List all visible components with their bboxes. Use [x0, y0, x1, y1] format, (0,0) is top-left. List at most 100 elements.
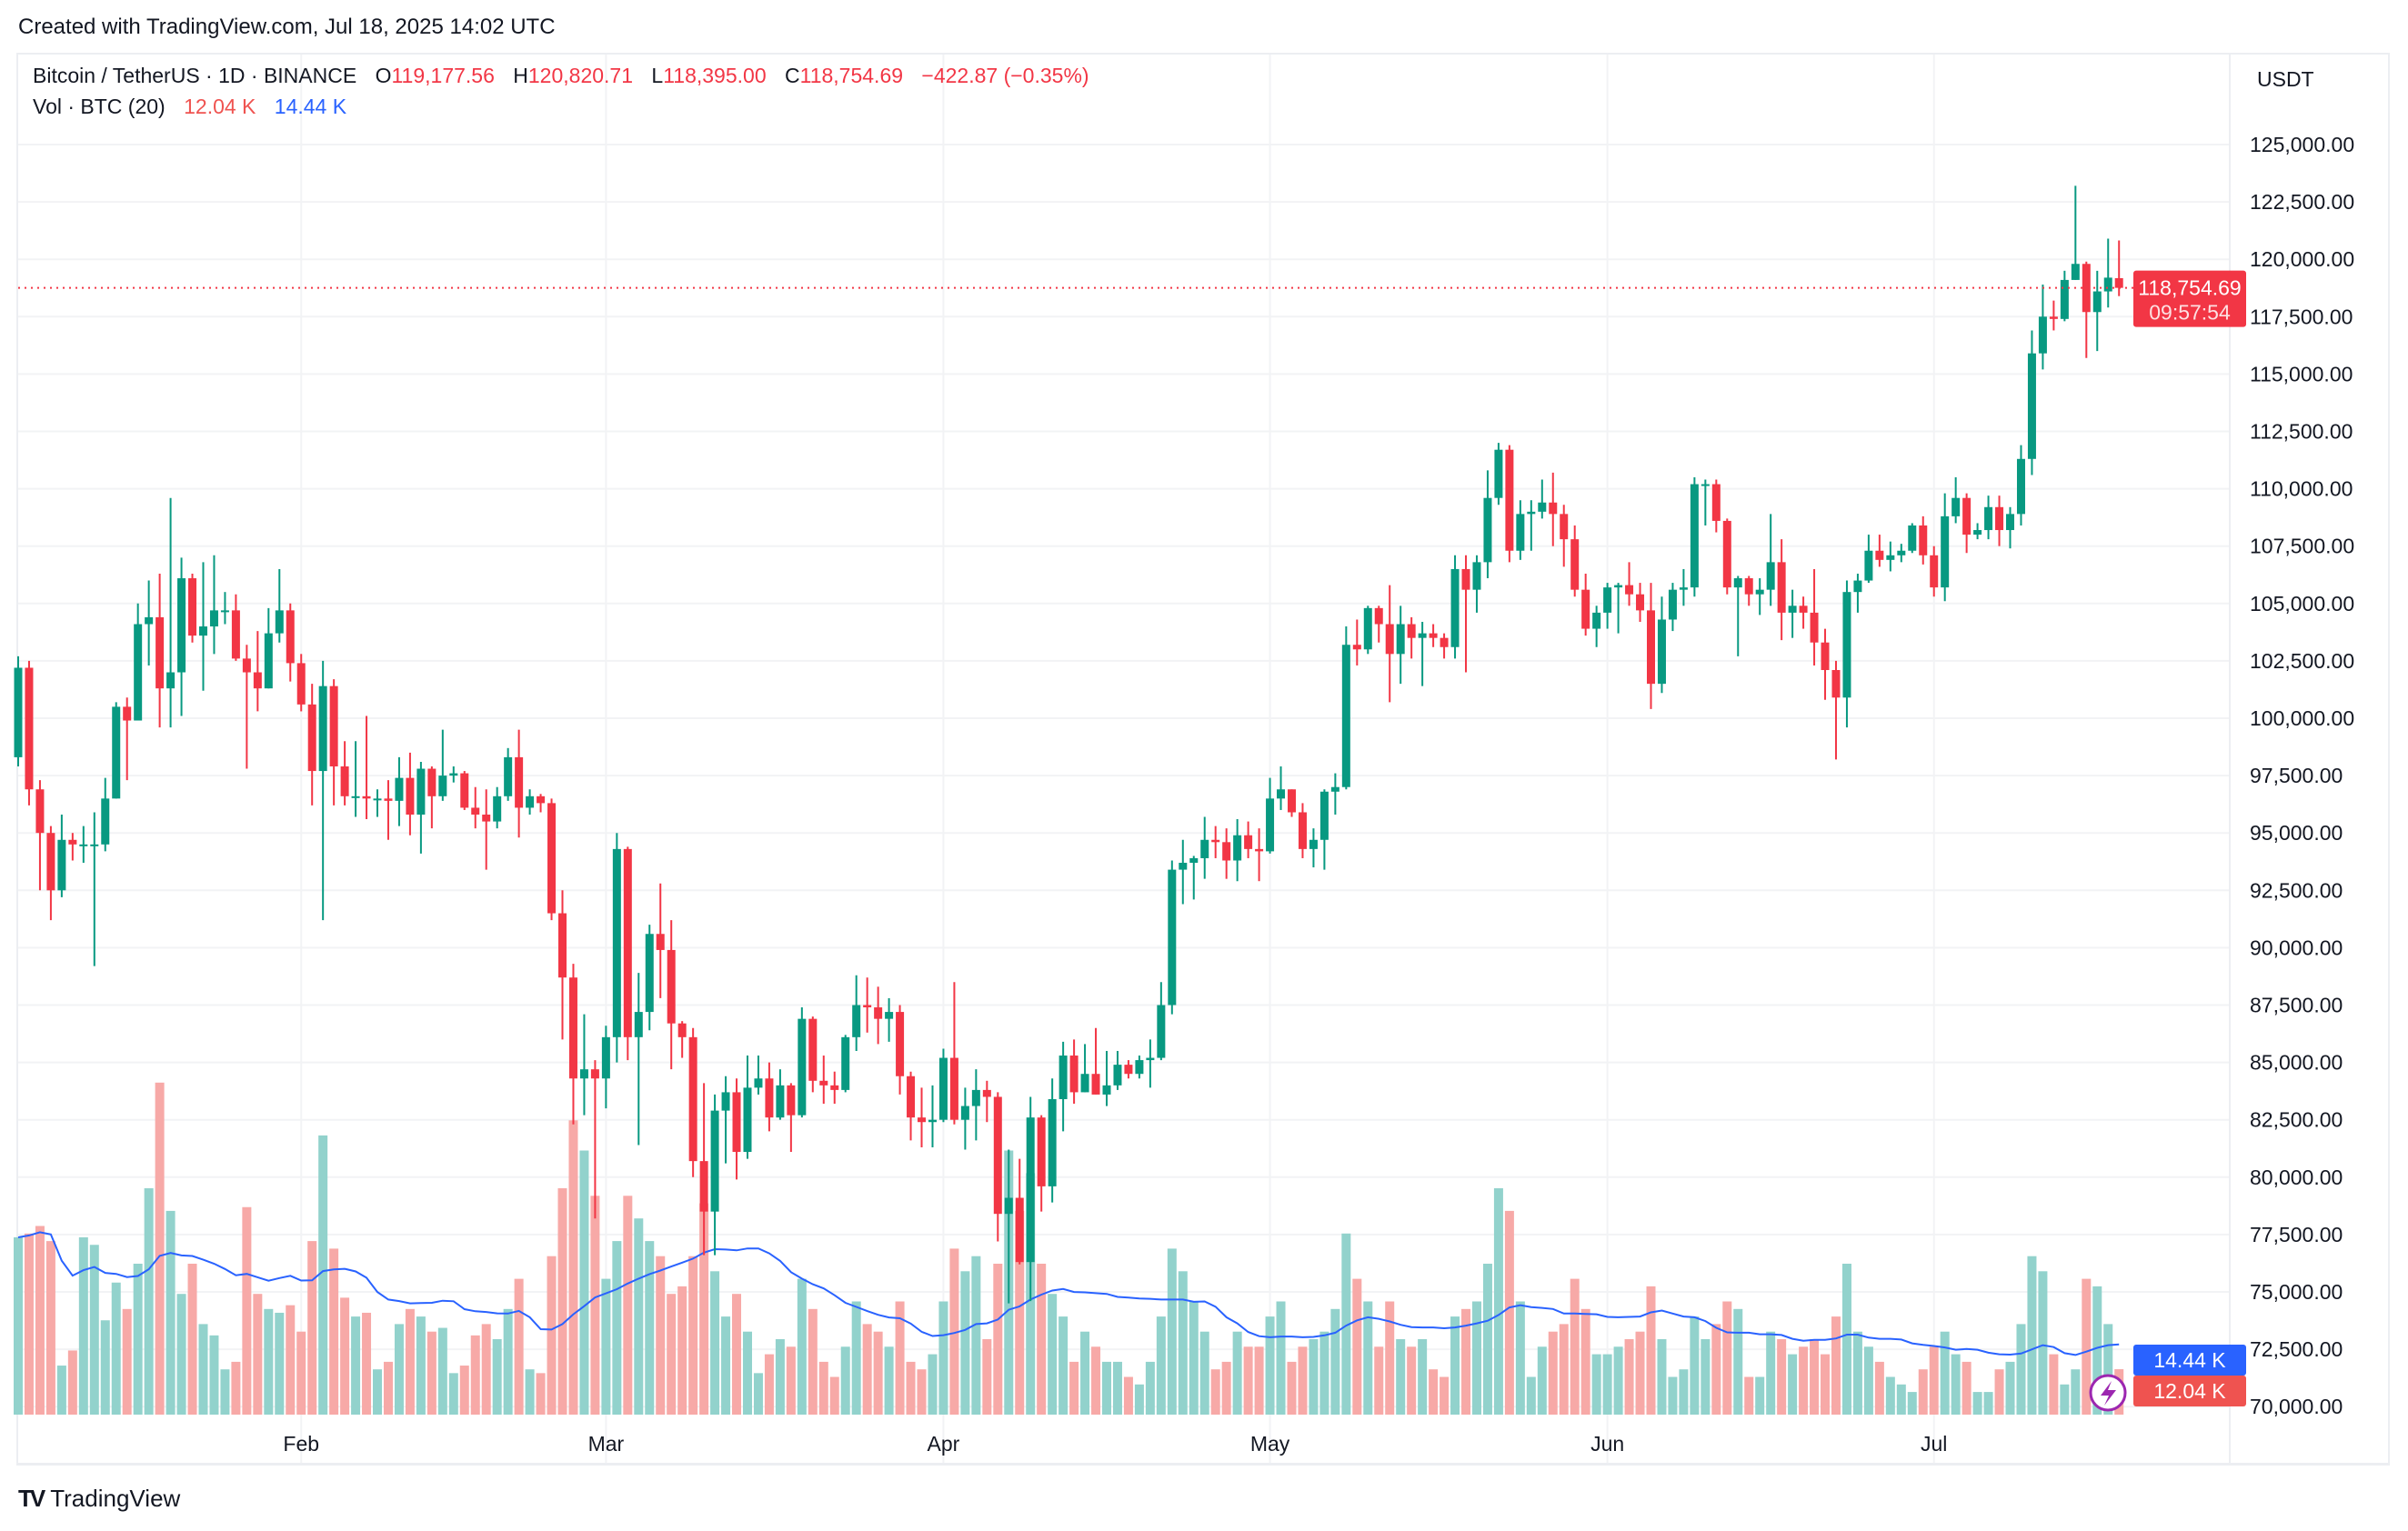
candle-body[interactable] — [819, 1080, 828, 1086]
candle-body[interactable] — [1733, 578, 1742, 588]
candle-body[interactable] — [2114, 277, 2123, 288]
candle-body[interactable] — [1157, 1005, 1166, 1058]
candle-body[interactable] — [852, 1005, 861, 1037]
candle-body[interactable] — [896, 1012, 905, 1076]
candle-body[interactable] — [1516, 514, 1525, 551]
candle-body[interactable] — [1091, 1074, 1100, 1095]
candle-body[interactable] — [406, 777, 415, 816]
candle-body[interactable] — [1244, 835, 1253, 849]
candle-body[interactable] — [928, 1119, 937, 1123]
candle-body[interactable] — [1657, 619, 1666, 685]
candle-body[interactable] — [112, 706, 121, 799]
candle-body[interactable] — [1711, 484, 1721, 521]
candle-body[interactable] — [1614, 585, 1623, 588]
candle-body[interactable] — [1647, 610, 1655, 685]
candle-body[interactable] — [667, 949, 676, 1024]
candle-body[interactable] — [1570, 539, 1580, 590]
candle-body[interactable] — [2092, 291, 2102, 313]
candle-body[interactable] — [2027, 353, 2036, 459]
candle-body[interactable] — [634, 1012, 643, 1037]
candle-body[interactable] — [863, 1005, 872, 1008]
candle-body[interactable] — [808, 1018, 818, 1081]
candle-body[interactable] — [885, 1012, 894, 1019]
candle-body[interactable] — [1973, 530, 1982, 535]
candle-body[interactable] — [1853, 580, 1862, 593]
candle-body[interactable] — [220, 610, 229, 613]
candle-body[interactable] — [384, 798, 393, 801]
candle-body[interactable] — [623, 848, 632, 1037]
candle-body[interactable] — [1319, 791, 1329, 840]
candle-body[interactable] — [340, 766, 349, 796]
candle-body[interactable] — [1636, 594, 1645, 611]
candle-body[interactable] — [1277, 789, 1286, 799]
candle-body[interactable] — [547, 803, 557, 914]
candle-body[interactable] — [1951, 497, 1961, 516]
candle-body[interactable] — [515, 756, 524, 808]
candle-body[interactable] — [264, 633, 273, 689]
candle-body[interactable] — [1494, 449, 1503, 498]
candle-body[interactable] — [123, 706, 132, 721]
candle-body[interactable] — [2103, 277, 2112, 292]
candle-body[interactable] — [798, 1018, 807, 1116]
candle-body[interactable] — [35, 789, 45, 834]
candle-body[interactable] — [776, 1085, 785, 1118]
candle-body[interactable] — [787, 1085, 796, 1116]
candle-body[interactable] — [601, 1036, 610, 1079]
candle-body[interactable] — [504, 756, 513, 796]
candle-body[interactable] — [68, 839, 77, 845]
candle-body[interactable] — [395, 777, 404, 801]
candle-body[interactable] — [721, 1092, 730, 1111]
candle-body[interactable] — [1026, 1117, 1035, 1263]
candle-body[interactable] — [79, 844, 88, 846]
candle-body[interactable] — [1385, 624, 1394, 655]
candle-body[interactable] — [960, 1106, 969, 1120]
candle-body[interactable] — [1679, 587, 1688, 590]
candle-body[interactable] — [373, 798, 382, 801]
candle-body[interactable] — [1908, 525, 1917, 551]
candle-body[interactable] — [993, 1096, 1002, 1215]
candle-body[interactable] — [907, 1076, 916, 1118]
candle-body[interactable] — [1266, 798, 1275, 852]
candle-body[interactable] — [231, 610, 240, 659]
candle-body[interactable] — [460, 773, 469, 808]
candle-body[interactable] — [949, 1057, 958, 1120]
candle-body[interactable] — [1309, 839, 1318, 849]
candle-body[interactable] — [1690, 484, 1699, 588]
candle-body[interactable] — [145, 616, 154, 625]
candle-body[interactable] — [558, 913, 567, 978]
candle-body[interactable] — [1396, 624, 1405, 655]
candle-body[interactable] — [590, 1069, 599, 1079]
candle-body[interactable] — [830, 1085, 839, 1090]
candle-body[interactable] — [275, 610, 284, 634]
candle-body[interactable] — [1287, 789, 1296, 813]
candle-body[interactable] — [537, 796, 546, 804]
candle-body[interactable] — [765, 1078, 774, 1118]
candle-body[interactable] — [1363, 607, 1372, 650]
candle-body[interactable] — [438, 776, 447, 796]
volume-title[interactable]: Vol · BTC (20) — [33, 95, 166, 118]
candle-body[interactable] — [1004, 1197, 1013, 1215]
candle-body[interactable] — [2060, 279, 2069, 319]
candle-body[interactable] — [329, 685, 338, 767]
candle-body[interactable] — [209, 610, 218, 627]
candle-body[interactable] — [568, 977, 577, 1079]
candle-body[interactable] — [1211, 839, 1220, 843]
candle-body[interactable] — [743, 1087, 752, 1153]
candle-body[interactable] — [1886, 555, 1895, 560]
candle-body[interactable] — [25, 667, 34, 790]
candle-body[interactable] — [134, 624, 143, 721]
candle-body[interactable] — [1255, 848, 1264, 852]
candle-body[interactable] — [1146, 1057, 1155, 1061]
candle-body[interactable] — [188, 578, 197, 636]
candle-body[interactable] — [1821, 642, 1830, 670]
candle-body[interactable] — [1472, 562, 1481, 590]
candle-body[interactable] — [166, 672, 176, 689]
candle-body[interactable] — [1059, 1056, 1068, 1099]
candle-body[interactable] — [1352, 645, 1361, 650]
candle-body[interactable] — [1625, 585, 1634, 595]
candle-body[interactable] — [362, 796, 371, 799]
candle-body[interactable] — [1135, 1060, 1144, 1075]
candle-body[interactable] — [971, 1089, 980, 1106]
candle-body[interactable] — [1527, 511, 1536, 515]
candle-body[interactable] — [253, 672, 262, 689]
